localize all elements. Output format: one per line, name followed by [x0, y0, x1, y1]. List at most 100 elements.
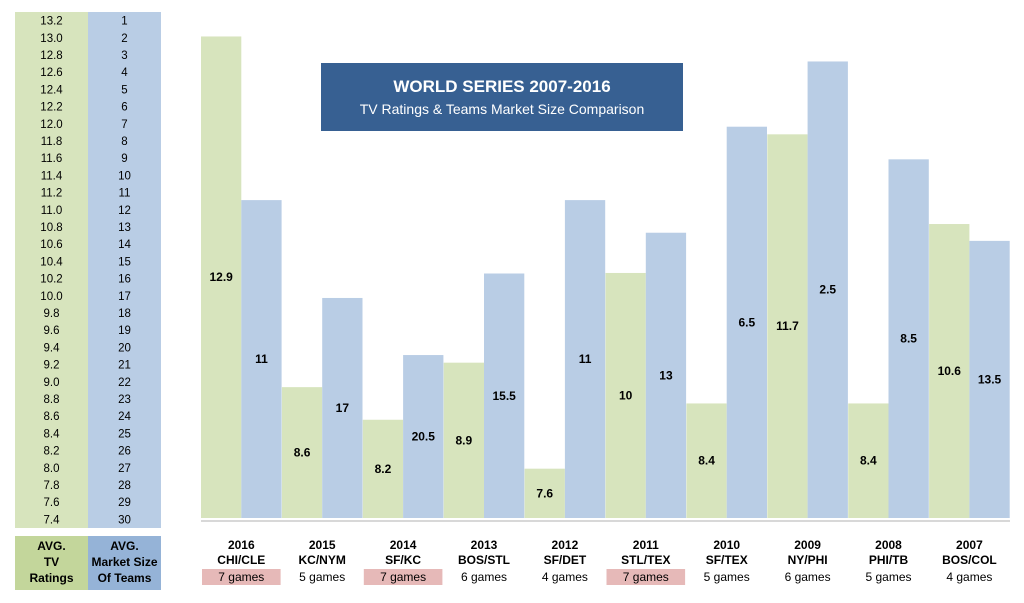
- market-data-label: 13: [659, 368, 673, 382]
- year-label: 2012: [552, 538, 579, 552]
- ratings-axis-tick: 9.6: [44, 325, 60, 337]
- ratings-axis-label: TV: [44, 555, 59, 569]
- ratings-bar: [686, 403, 727, 518]
- ratings-data-label: 8.6: [294, 446, 311, 460]
- market-data-label: 20.5: [412, 430, 436, 444]
- ratings-axis-tick: 10.8: [40, 222, 62, 234]
- ratings-bar: [605, 272, 646, 518]
- market-axis-label: Market Size: [91, 555, 157, 569]
- market-data-label: 11: [579, 352, 592, 366]
- ratings-axis-tick: 11.6: [41, 153, 63, 165]
- ratings-axis-tick: 7.4: [44, 514, 61, 526]
- chart-title: WORLD SERIES 2007-2016: [393, 77, 611, 96]
- ratings-axis-tick: 10.2: [40, 274, 62, 286]
- ratings-axis-tick: 12.6: [40, 67, 62, 79]
- market-bar: [969, 240, 1010, 518]
- market-axis-tick: 26: [118, 446, 131, 458]
- ratings-data-label: 7.6: [536, 486, 553, 500]
- matchup-label: BOS/COL: [942, 553, 997, 567]
- market-axis-tick: 9: [121, 153, 127, 165]
- games-label: 7 games: [218, 570, 264, 584]
- market-axis-tick: 19: [118, 325, 131, 337]
- matchup-label: CHI/CLE: [217, 553, 265, 567]
- ratings-axis-tick: 11.0: [41, 205, 63, 217]
- market-axis-label: AVG.: [110, 539, 138, 553]
- market-axis-tick: 4: [121, 67, 128, 79]
- year-label: 2016: [228, 538, 255, 552]
- seven-game-highlight: [202, 569, 281, 585]
- market-bar: [888, 159, 929, 519]
- games-label: 5 games: [299, 570, 345, 584]
- market-bar: [484, 273, 525, 518]
- ratings-axis-tick: 8.6: [44, 411, 60, 423]
- seven-game-highlight: [606, 569, 686, 585]
- ratings-axis-tick: 8.4: [44, 428, 61, 440]
- ratings-bar: [524, 468, 565, 518]
- ratings-axis-tick: 12.8: [40, 50, 62, 62]
- market-axis-tick: 28: [118, 480, 131, 492]
- market-axis-tick: 15: [118, 256, 131, 268]
- market-axis-label-box: [88, 536, 161, 590]
- market-axis-tick: 14: [118, 239, 131, 251]
- matchup-label: KC/NYM: [299, 553, 346, 567]
- market-data-label: 13.5: [978, 372, 1002, 386]
- year-label: 2008: [875, 538, 902, 552]
- games-label: 7 games: [623, 570, 669, 584]
- games-label: 6 games: [785, 570, 831, 584]
- ratings-axis-tick: 10.6: [40, 239, 62, 251]
- year-label: 2009: [794, 538, 821, 552]
- matchup-label: SF/DET: [544, 553, 587, 567]
- market-data-label: 11: [255, 352, 268, 366]
- ratings-axis-tick: 11.2: [41, 188, 63, 200]
- year-label: 2010: [713, 538, 740, 552]
- market-axis-tick: 12: [118, 205, 131, 217]
- ratings-axis-tick: 8.0: [44, 463, 60, 475]
- market-axis-tick: 18: [118, 308, 131, 320]
- market-axis-tick: 3: [121, 50, 127, 62]
- market-axis-tick: 2: [121, 33, 127, 45]
- ratings-data-label: 10.6: [938, 364, 962, 378]
- ratings-axis-column: [15, 12, 88, 528]
- market-axis-tick: 25: [118, 428, 131, 440]
- market-data-label: 15.5: [492, 389, 516, 403]
- ratings-data-label: 8.4: [860, 454, 877, 468]
- market-axis-tick: 5: [121, 84, 127, 96]
- market-bar: [645, 232, 687, 519]
- ratings-bar: [767, 134, 808, 519]
- ratings-axis-tick: 7.6: [44, 497, 60, 509]
- ratings-axis-tick: 9.8: [44, 308, 60, 320]
- matchup-label: PHI/TB: [869, 553, 909, 567]
- market-axis-column: [88, 12, 161, 528]
- ratings-axis-tick: 12.4: [40, 84, 63, 96]
- ratings-data-label: 10: [619, 388, 633, 402]
- ratings-axis-tick: 13.2: [40, 16, 62, 28]
- market-axis-tick: 1: [121, 16, 127, 28]
- market-axis-tick: 10: [118, 170, 131, 182]
- market-axis-tick: 27: [118, 463, 131, 475]
- market-axis-tick: 24: [118, 411, 131, 423]
- market-axis-tick: 29: [118, 497, 131, 509]
- ratings-axis-tick: 11.4: [41, 170, 63, 182]
- matchup-label: SF/TEX: [706, 553, 748, 567]
- ratings-bar: [848, 403, 889, 518]
- year-label: 2007: [956, 538, 983, 552]
- ratings-data-label: 8.2: [375, 462, 392, 476]
- ratings-bar: [929, 224, 970, 518]
- market-bar: [564, 200, 606, 518]
- market-axis-tick: 8: [121, 136, 127, 148]
- ratings-axis-tick: 10.0: [40, 291, 62, 303]
- ratings-bar: [201, 36, 242, 519]
- market-data-label: 2.5: [819, 283, 836, 297]
- market-axis-tick: 30: [118, 514, 131, 526]
- market-axis-tick: 11: [119, 188, 131, 200]
- ratings-bar: [281, 387, 323, 518]
- market-axis-tick: 21: [118, 360, 131, 372]
- ratings-axis-tick: 11.8: [41, 136, 63, 148]
- ratings-axis-tick: 9.2: [44, 360, 60, 372]
- ratings-axis-label: AVG.: [37, 539, 65, 553]
- ratings-bar: [362, 419, 404, 518]
- ratings-axis-label: Ratings: [29, 571, 73, 585]
- matchup-label: SF/KC: [385, 553, 421, 567]
- market-axis-tick: 17: [118, 291, 131, 303]
